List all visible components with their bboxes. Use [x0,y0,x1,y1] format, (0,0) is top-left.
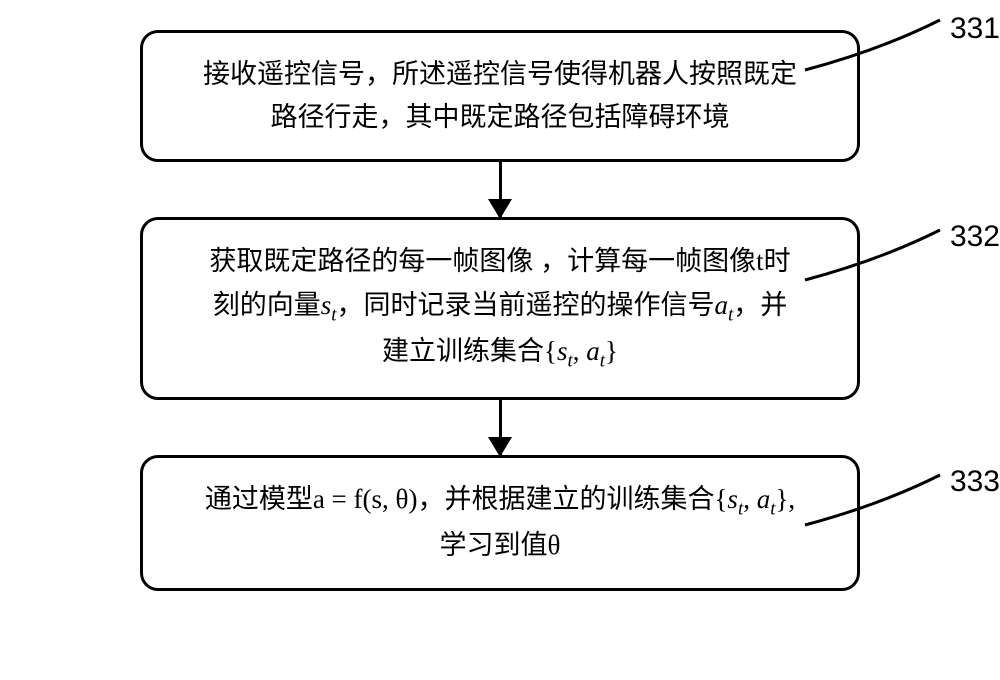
var-at-1: at [715,290,734,320]
set-notation-2: {st, at}, [714,484,795,514]
flowchart-node-3: 通过模型a = f(s, θ)，并根据建立的训练集合{st, at}, 学习到值… [140,455,860,591]
arrow-1-head [488,199,512,219]
arrow-2-head [488,437,512,457]
flowchart-node-2: 获取既定路径的每一帧图像 ，计算每一帧图像t时 刻的向量st，同时记录当前遥控的… [140,217,860,399]
node-2-line1: 获取既定路径的每一帧图像 ，计算每一帧图像t时 [209,246,790,276]
node-3-line1: 通过模型a = f(s, θ)，并根据建立的训练集合 [205,484,715,514]
node-1-text: 接收遥控信号，所述遥控信号使得机器人按照既定 路径行走，其中既定路径包括障碍环境 [173,53,827,139]
node-2-line2c: ，并 [733,290,787,320]
node-1-label: 331 [950,12,1000,46]
var-st-1: st [321,290,337,320]
arrow-2 [499,400,502,455]
flowchart-container: 接收遥控信号，所述遥控信号使得机器人按照既定 路径行走，其中既定路径包括障碍环境… [80,30,920,591]
node-2-line2a: 刻的向量 [213,290,321,320]
node-3-label: 333 [950,465,1000,499]
node-1-line2: 路径行走，其中既定路径包括障碍环境 [271,102,730,132]
node-2-label: 332 [950,220,1000,254]
set-notation-1: {st, at} [544,336,618,366]
node-3-line2: 学习到值θ [440,530,561,560]
node-2-line2b: ，同时记录当前遥控的操作信号 [337,290,715,320]
node-1-line1: 接收遥控信号，所述遥控信号使得机器人按照既定 [203,59,797,89]
arrow-1 [499,162,502,217]
node-2-text: 获取既定路径的每一帧图像 ，计算每一帧图像t时 刻的向量st，同时记录当前遥控的… [173,240,827,376]
node-3-text: 通过模型a = f(s, θ)，并根据建立的训练集合{st, at}, 学习到值… [173,478,827,568]
node-2-line3: 建立训练集合 [382,336,544,366]
flowchart-node-1: 接收遥控信号，所述遥控信号使得机器人按照既定 路径行走，其中既定路径包括障碍环境 [140,30,860,162]
